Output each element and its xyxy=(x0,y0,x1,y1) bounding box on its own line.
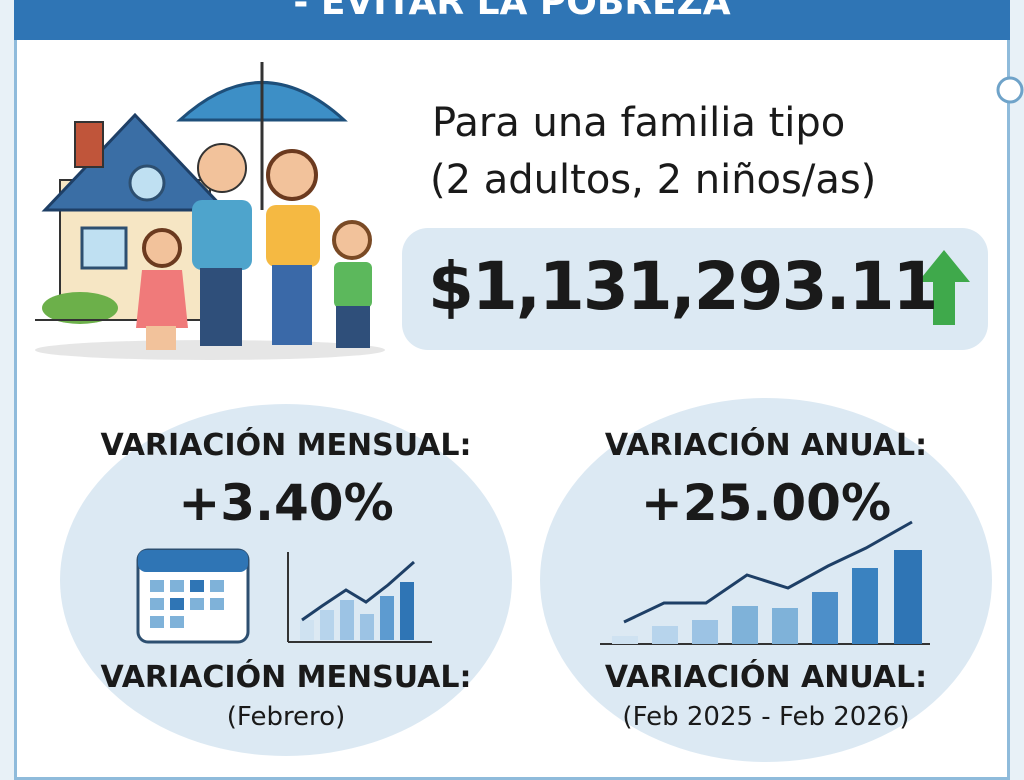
amount: $1,131,293.11 xyxy=(428,248,938,325)
monthly-period: (Febrero) xyxy=(226,702,346,732)
frame-knob xyxy=(996,76,1024,104)
monthly-label: VARIACIÓN MENSUAL: xyxy=(100,660,472,695)
annual-period: (Feb 2025 - Feb 2026) xyxy=(622,702,910,732)
calendar-icon xyxy=(136,548,250,644)
annual-value: +25.00% xyxy=(640,474,892,532)
monthly-circle xyxy=(60,404,512,756)
monthly-trend-icon xyxy=(287,552,432,643)
annual-trend-icon xyxy=(600,520,930,645)
monthly-heading: VARIACIÓN MENSUAL: xyxy=(100,428,472,463)
up-arrow xyxy=(918,250,970,325)
family-line1: Para una familia tipo xyxy=(432,100,846,146)
monthly-value: +3.40% xyxy=(178,474,394,532)
annual-label: VARIACIÓN ANUAL: xyxy=(604,660,928,695)
family-illustration xyxy=(35,62,385,360)
family-line2: (2 adultos, 2 niños/as) xyxy=(430,157,877,203)
banner: - EVITAR LA POBREZA xyxy=(14,0,1010,40)
amount-box xyxy=(402,228,988,350)
banner-title: - EVITAR LA POBREZA xyxy=(293,0,731,23)
annual-heading: VARIACIÓN ANUAL: xyxy=(604,428,928,463)
